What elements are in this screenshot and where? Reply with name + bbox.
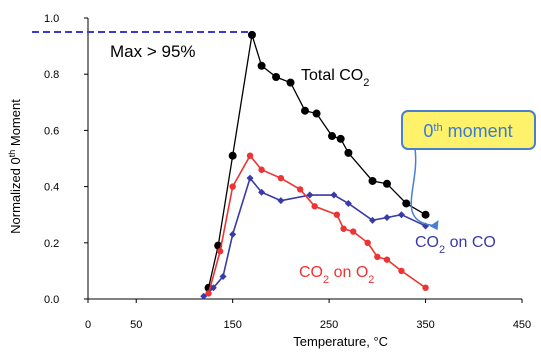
data-point [344,148,353,157]
x-tick-label: 0 [85,319,91,331]
data-point [330,191,338,199]
data-point [246,174,254,182]
y-tick-label: 0.8 [44,69,59,81]
data-point [277,174,285,182]
data-point [336,134,345,143]
max-label: Max > 95% [110,42,196,61]
callout-text: 0th moment [423,121,512,141]
series-line [207,154,427,294]
x-tick-label: 450 [513,319,531,331]
data-point [364,239,371,246]
y-tick-label: 1.0 [44,13,59,25]
data-point [228,151,237,160]
data-point [312,109,321,118]
data-point [277,197,285,205]
data-point [333,211,341,218]
data-point [397,211,405,219]
y-tick-label: 0.0 [44,294,59,306]
data-point [205,290,212,297]
data-point [200,292,208,300]
x-tick-label: 250 [320,319,338,331]
series-line [207,34,426,288]
data-point [422,284,429,291]
callout-arrowhead [429,220,439,231]
data-point [301,106,309,115]
data-point [374,253,381,261]
co2-on-co-label: CO2 on CO [415,234,496,256]
data-point [258,166,265,173]
data-point [286,78,295,87]
data-point [369,216,377,224]
co2-on-o2-label: CO2 on O2 [299,264,374,286]
data-point [398,267,405,275]
data-point [344,199,352,207]
callout-box [401,110,536,150]
plot-area [200,30,430,300]
data-point [258,188,266,196]
data-point [229,230,237,238]
total-co2-label: Total CO2 [301,67,369,89]
data-point [383,214,391,222]
data-point [296,186,304,193]
y-axis-label: Normalized 0th Moment [7,99,23,234]
data-point [368,176,377,185]
y-tick-label: 0.2 [44,238,59,250]
data-point [272,73,281,82]
callout-arrow [410,148,432,226]
data-point [350,228,357,235]
data-point [219,273,227,281]
chart-annotations: Max > 95% Total CO2 CO2 on CO CO2 on O2 0th … [110,42,536,286]
data-point [328,132,337,141]
data-point [421,210,430,219]
x-axis-label: Temperature, °C [293,334,388,349]
x-tick-label: 150 [223,319,241,331]
data-point [216,248,224,255]
y-tick-label: 0.6 [44,125,59,137]
data-point [311,203,318,210]
data-point [247,30,256,39]
data-point [257,61,266,70]
data-point [340,225,347,232]
data-point [306,191,314,199]
data-point [209,284,217,292]
data-point [382,179,391,188]
data-point [402,199,411,208]
axes: 0.0 0.2 0.4 0.6 0.8 1.0 0 50 150 250 350 450 Tempera… [7,13,531,349]
x-tick-label: 50 [130,319,142,331]
data-point [383,256,391,263]
data-point [246,152,254,159]
data-point [229,183,236,190]
y-tick-label: 0.4 [44,182,59,194]
x-tick-label: 350 [416,319,434,331]
